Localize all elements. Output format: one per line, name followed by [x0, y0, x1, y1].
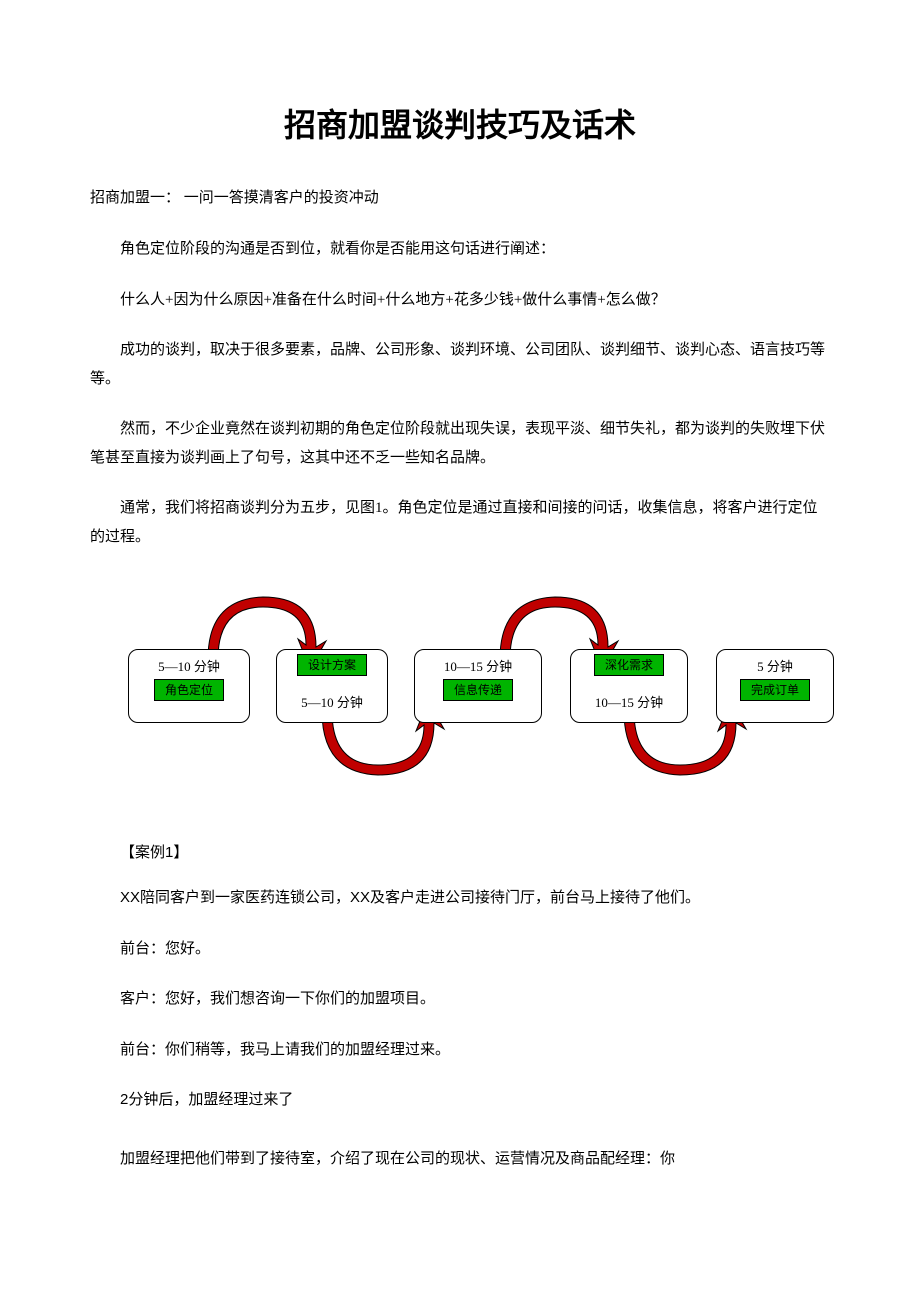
- body-paragraph: 成功的谈判，取决于很多要素，品牌、公司形象、谈判环境、公司团队、谈判细节、谈判心…: [90, 336, 830, 393]
- body-paragraph: 什么人+因为什么原因+准备在什么时间+什么地方+花多少钱+做什么事情+怎么做？: [90, 286, 830, 315]
- stage-tag: 设计方案: [297, 654, 367, 676]
- body-paragraph: 角色定位阶段的沟通是否到位，就看你是否能用这句话进行阐述：: [90, 235, 830, 264]
- page-title: 招商加盟谈判技巧及话术: [90, 100, 830, 146]
- document-page: 招商加盟谈判技巧及话术 招商加盟一： 一问一答摸清客户的投资冲动 角色定位阶段的…: [0, 0, 920, 1255]
- case-heading: 【案例1】: [90, 841, 830, 862]
- stage-time-label: 5—10 分钟: [135, 656, 243, 675]
- dialogue-line: 前台：您好。: [90, 935, 830, 964]
- case-label-text: 【案例: [120, 845, 165, 861]
- inline-text: 陪同客户到一家医药连锁公司，: [140, 890, 350, 906]
- case-label-text: 】: [173, 845, 188, 861]
- dialogue-line: 前台：你们稍等，我马上请我们的加盟经理过来。: [90, 1036, 830, 1065]
- inline-text: 分钟后，加盟经理过来了: [128, 1092, 293, 1108]
- stage-tag: 角色定位: [154, 679, 224, 701]
- inline-latin: XX: [350, 889, 370, 906]
- section-heading: 招商加盟一： 一问一答摸清客户的投资冲动: [90, 186, 830, 207]
- stage-tag: 完成订单: [740, 679, 810, 701]
- stage-time-label: 5 分钟: [723, 656, 827, 675]
- body-paragraph: XX陪同客户到一家医药连锁公司，XX及客户走进公司接待门厅，前台马上接待了他们。: [90, 884, 830, 913]
- flow-stage: 5—10 分钟 角色定位: [128, 649, 250, 723]
- flow-stage: 5 分钟 完成订单: [716, 649, 834, 723]
- stage-time-label: 10—15 分钟: [421, 656, 535, 675]
- flow-stage: 设计方案 5—10 分钟: [276, 649, 388, 723]
- body-paragraph: 通常，我们将招商谈判分为五步，见图1。角色定位是通过直接和间接的问话，收集信息，…: [90, 494, 830, 551]
- body-paragraph: 然而，不少企业竟然在谈判初期的角色定位阶段就出现失误，表现平淡、细节失礼，都为谈…: [90, 415, 830, 472]
- inline-latin: XX: [120, 889, 140, 906]
- stage-tag: 深化需求: [594, 654, 664, 676]
- stage-time-label: 10—15 分钟: [571, 692, 687, 711]
- process-flowchart: 5—10 分钟 角色定位 设计方案 5—10 分钟 10—15 分钟 信息传递 …: [120, 581, 860, 811]
- dialogue-line: 客户：您好，我们想咨询一下你们的加盟项目。: [90, 985, 830, 1014]
- flow-stage: 10—15 分钟 信息传递: [414, 649, 542, 723]
- inline-text: 及客户走进公司接待门厅，前台马上接待了他们。: [370, 890, 700, 906]
- stage-time-label: 5—10 分钟: [277, 692, 387, 711]
- flow-stage: 深化需求 10—15 分钟: [570, 649, 688, 723]
- stage-tag: 信息传递: [443, 679, 513, 701]
- body-paragraph: 2分钟后，加盟经理过来了: [90, 1086, 830, 1115]
- body-paragraph: 加盟经理把他们带到了接待室，介绍了现在公司的现状、运营情况及商品配经理：你: [90, 1145, 830, 1174]
